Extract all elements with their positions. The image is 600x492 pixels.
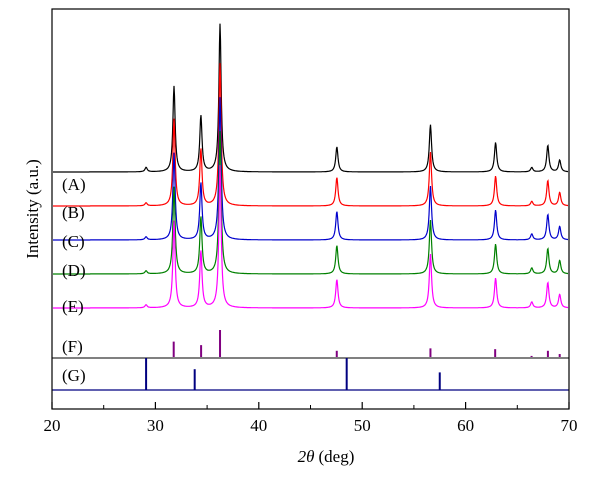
series-label-3: (D) bbox=[62, 261, 86, 280]
x-tick-label-4: 60 bbox=[457, 416, 474, 435]
x-tick-label-5: 70 bbox=[561, 416, 578, 435]
series-label-0: (A) bbox=[62, 175, 86, 194]
series-label-2: (C) bbox=[62, 232, 85, 251]
x-axis-ticks: 20 30 40 50 60 70 bbox=[44, 402, 578, 435]
series-label-4: (E) bbox=[62, 297, 84, 316]
reference-label-0: (F) bbox=[62, 337, 83, 356]
x-tick-label-2: 40 bbox=[250, 416, 267, 435]
y-axis-label: Intensity (a.u.) bbox=[23, 159, 42, 259]
x-axis-label-unit: (deg) bbox=[318, 447, 354, 466]
series-line-4 bbox=[53, 165, 568, 309]
curves-group bbox=[53, 23, 569, 309]
series-line-3 bbox=[53, 131, 568, 275]
series-line-0 bbox=[53, 23, 569, 173]
x-tick-label-1: 30 bbox=[147, 416, 164, 435]
series-line-2 bbox=[53, 97, 568, 241]
series-label-1: (B) bbox=[62, 203, 85, 222]
reference-patterns-group bbox=[52, 330, 569, 391]
x-axis-label: 2θ (deg) bbox=[298, 447, 355, 466]
x-axis-label-var: 2θ bbox=[298, 447, 315, 466]
x-tick-label-3: 50 bbox=[354, 416, 371, 435]
plot-frame bbox=[51, 8, 570, 410]
x-tick-label-0: 20 bbox=[44, 416, 61, 435]
reference-label-1: (G) bbox=[62, 366, 86, 385]
series-line-1 bbox=[53, 63, 568, 207]
series-labels: (A) (B) (C) (D) (E) (F) (G) bbox=[62, 175, 86, 385]
